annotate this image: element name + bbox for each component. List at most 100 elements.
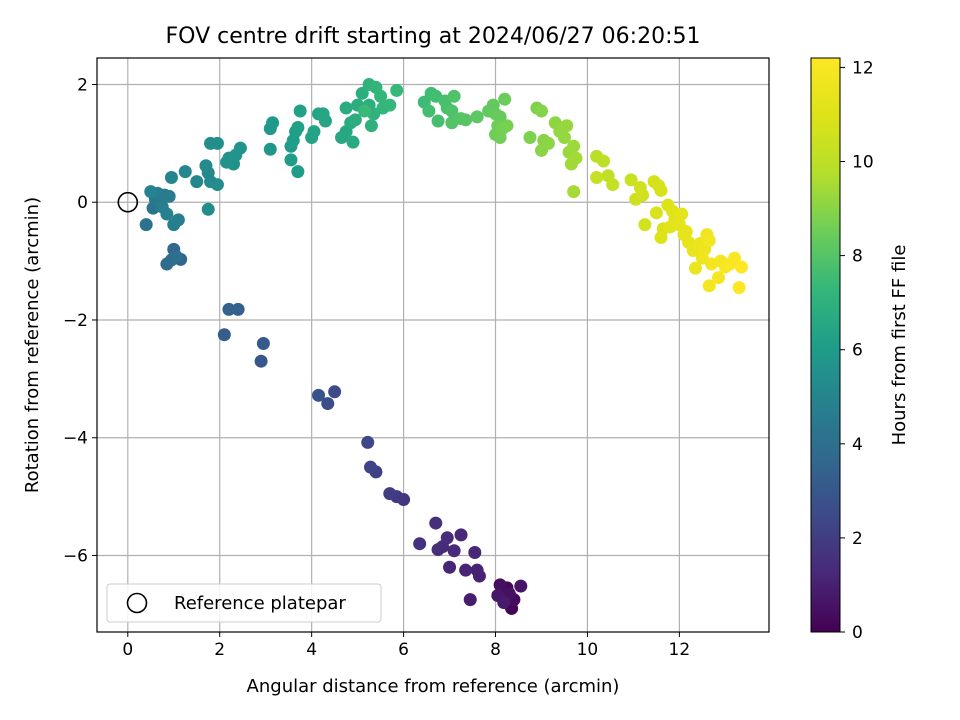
data-point xyxy=(164,171,178,185)
data-point xyxy=(679,225,693,239)
data-point xyxy=(443,560,457,574)
data-point xyxy=(514,579,528,593)
y-tick-label: −2 xyxy=(63,311,88,331)
legend-reference-marker xyxy=(126,592,148,614)
y-axis-label: Rotation from reference (arcmin) xyxy=(22,197,43,493)
data-point xyxy=(162,189,176,203)
data-point xyxy=(364,119,378,133)
data-point xyxy=(493,578,507,592)
data-point xyxy=(231,302,245,316)
data-point xyxy=(728,251,742,265)
x-tick-label: 2 xyxy=(214,640,225,660)
plot-frame xyxy=(96,57,770,633)
data-point xyxy=(541,136,555,150)
data-point xyxy=(291,120,305,134)
colorbar-tick-label: 0 xyxy=(852,623,863,643)
y-tick-label: 0 xyxy=(77,193,88,213)
data-point xyxy=(312,388,326,402)
data-point xyxy=(167,218,181,232)
y-tick-label: 2 xyxy=(77,75,88,95)
data-point xyxy=(316,107,330,121)
legend-label: Reference platepar xyxy=(174,593,346,614)
data-point xyxy=(190,175,204,189)
plot-area xyxy=(96,57,770,633)
data-point xyxy=(447,89,461,103)
data-point xyxy=(256,337,270,351)
data-point xyxy=(328,385,342,399)
data-point xyxy=(688,261,702,275)
data-point xyxy=(675,207,689,221)
data-point xyxy=(339,101,353,115)
data-point xyxy=(649,206,663,220)
x-tick-label: 0 xyxy=(122,640,133,660)
data-point xyxy=(569,151,583,165)
data-point xyxy=(567,185,581,199)
data-point xyxy=(217,328,231,342)
data-point xyxy=(363,460,377,474)
data-point xyxy=(233,141,247,155)
data-point xyxy=(463,593,477,607)
colorbar-tick-label: 10 xyxy=(852,153,874,173)
data-points xyxy=(139,77,748,615)
data-point xyxy=(654,231,668,245)
data-point xyxy=(139,218,153,232)
colorbar-label: Hours from first FF file xyxy=(889,245,910,446)
data-point xyxy=(472,569,486,583)
data-point xyxy=(346,135,360,149)
x-tick-label: 12 xyxy=(669,640,691,660)
data-point xyxy=(263,142,277,156)
data-point xyxy=(597,154,611,168)
data-point xyxy=(711,271,725,285)
data-point xyxy=(390,83,404,97)
data-point xyxy=(383,487,397,501)
data-point xyxy=(254,354,268,368)
data-point xyxy=(220,155,234,169)
x-tick-label: 8 xyxy=(490,640,501,660)
data-point xyxy=(374,89,388,103)
data-point xyxy=(606,178,620,192)
data-point xyxy=(497,596,511,610)
colorbar-tick-label: 6 xyxy=(852,341,863,361)
data-point xyxy=(534,104,548,118)
data-point xyxy=(383,98,397,112)
colorbar-tick-label: 4 xyxy=(852,435,863,455)
data-point xyxy=(422,104,436,118)
x-axis-label: Angular distance from reference (arcmin) xyxy=(247,676,620,697)
data-point xyxy=(413,537,427,551)
colorbar-tick-label: 8 xyxy=(852,247,863,267)
data-point xyxy=(291,165,305,179)
legend-box xyxy=(106,583,382,623)
legend: Reference platepar xyxy=(106,583,382,623)
x-tick-label: 10 xyxy=(577,640,599,660)
data-point xyxy=(557,130,571,144)
data-point xyxy=(523,130,537,144)
data-point xyxy=(498,92,512,106)
data-point xyxy=(284,153,298,167)
grid xyxy=(97,58,769,632)
data-point xyxy=(560,119,574,133)
plot-background xyxy=(97,58,769,632)
x-tick-label: 6 xyxy=(398,640,409,660)
data-point xyxy=(702,279,716,293)
data-point xyxy=(160,207,174,221)
chart-title: FOV centre drift starting at 2024/06/27 … xyxy=(166,24,701,49)
data-point xyxy=(355,86,369,100)
colorbar-tick-label: 12 xyxy=(852,58,874,78)
data-point xyxy=(459,113,473,127)
data-point xyxy=(361,435,375,449)
data-point xyxy=(169,249,183,263)
data-point xyxy=(567,139,581,153)
data-point xyxy=(431,114,445,128)
x-axis-ticks: 0 2 4 6 8 10 12 xyxy=(122,632,690,660)
data-point xyxy=(702,234,716,248)
data-point xyxy=(732,281,746,295)
data-point xyxy=(445,104,459,118)
data-point xyxy=(307,125,321,139)
data-point xyxy=(447,544,461,558)
colorbar-gradient xyxy=(810,57,841,633)
data-point xyxy=(470,110,484,124)
data-point xyxy=(201,202,215,216)
data-point xyxy=(321,397,335,411)
data-point xyxy=(293,104,307,118)
